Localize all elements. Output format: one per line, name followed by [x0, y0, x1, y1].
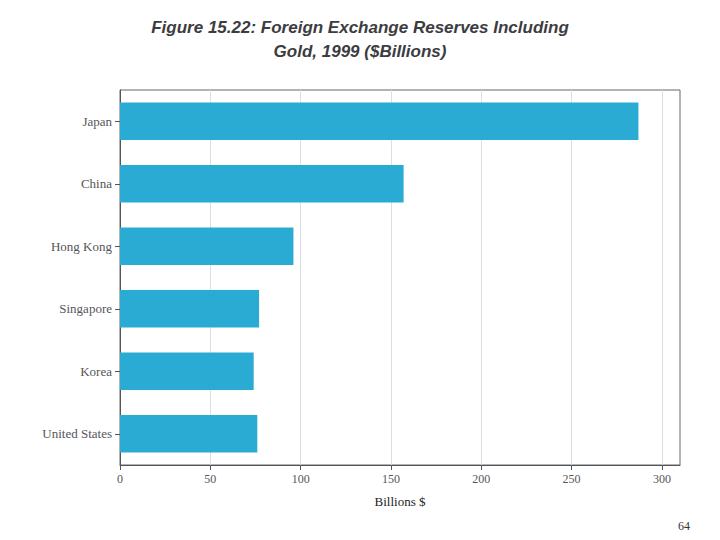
- svg-text:Japan: Japan: [82, 114, 112, 129]
- svg-text:China: China: [81, 176, 112, 191]
- svg-text:64: 64: [678, 519, 690, 533]
- svg-text:United States: United States: [42, 426, 112, 441]
- svg-text:Singapore: Singapore: [59, 301, 112, 316]
- svg-text:50: 50: [204, 472, 216, 486]
- svg-text:250: 250: [563, 472, 581, 486]
- svg-text:Hong Kong: Hong Kong: [51, 239, 113, 254]
- svg-text:200: 200: [472, 472, 490, 486]
- svg-text:300: 300: [653, 472, 671, 486]
- svg-text:Billions $: Billions $: [375, 494, 426, 509]
- svg-text:Korea: Korea: [80, 364, 112, 379]
- svg-text:0: 0: [117, 472, 123, 486]
- svg-text:150: 150: [382, 472, 400, 486]
- svg-text:100: 100: [292, 472, 310, 486]
- svg-text:Gold, 1999 ($Billions): Gold, 1999 ($Billions): [274, 42, 447, 61]
- svg-text:Figure 15.22: Foreign Exchange: Figure 15.22: Foreign Exchange Reserves …: [151, 18, 569, 37]
